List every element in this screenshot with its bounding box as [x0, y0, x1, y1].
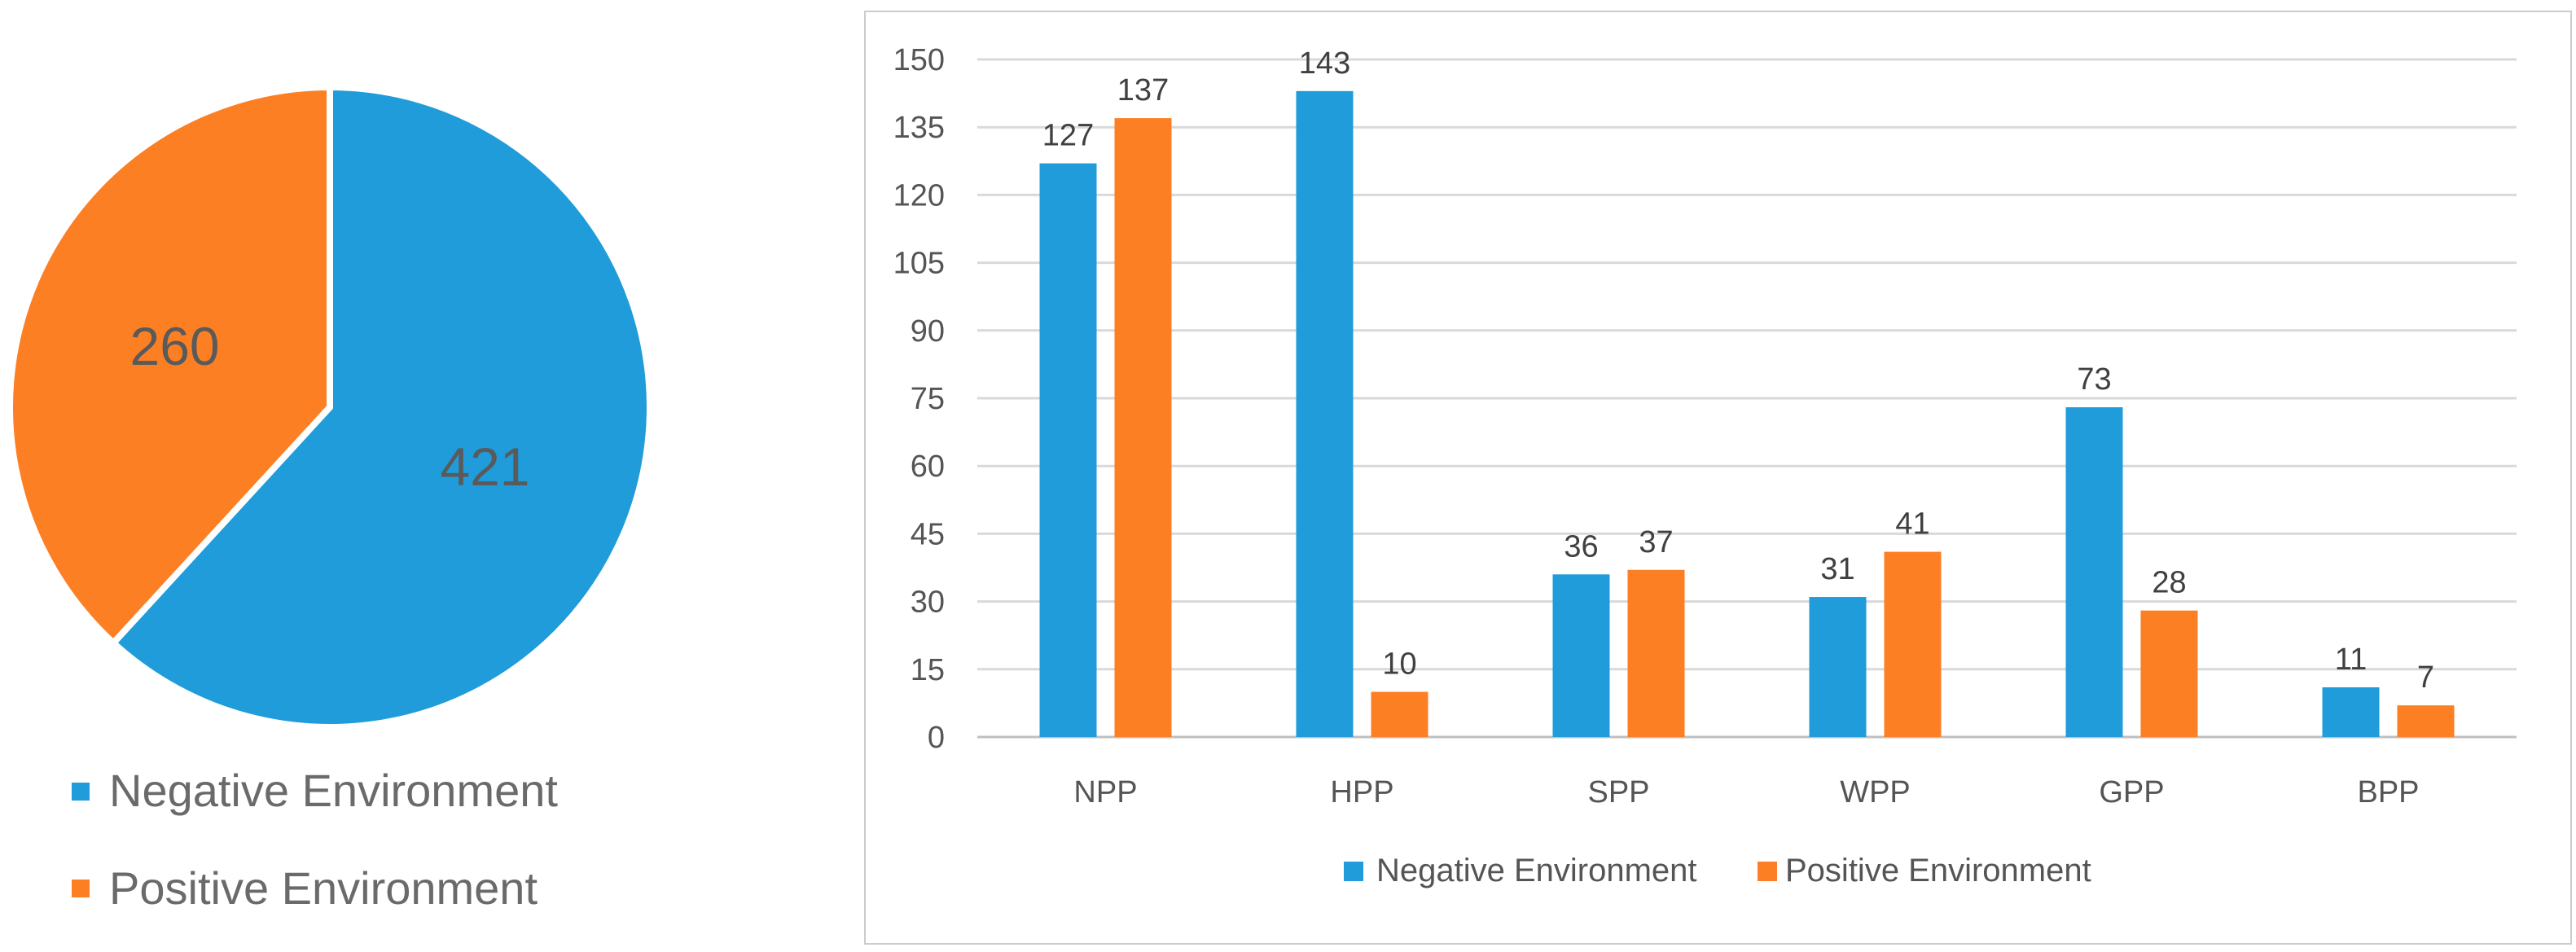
pie-chart: 421 260 Negative Environment Positive Env…: [7, 83, 653, 914]
bar-npp-negative: [1039, 163, 1097, 737]
bar-bpp-negative: [2322, 687, 2380, 737]
bar-chart-frame: [864, 11, 2572, 945]
data-label-npp-negative: 127: [1042, 119, 1094, 153]
pie-legend-swatch-negative: [72, 783, 90, 801]
gridlines: [977, 58, 2517, 671]
bar-legend-swatch-positive: [1758, 862, 1777, 881]
y-tick-label: 45: [911, 517, 945, 551]
data-label-bpp-positive: 7: [2417, 660, 2434, 695]
data-label-wpp-negative: 31: [1820, 552, 1854, 586]
x-tick-label-spp: SPP: [1587, 775, 1649, 809]
bar-wpp-negative: [1809, 597, 1867, 737]
data-label-spp-negative: 36: [1564, 529, 1598, 564]
pie-data-labels: 421 260: [130, 316, 530, 497]
data-label-npp-positive: 137: [1117, 73, 1169, 107]
y-tick-label: 15: [911, 653, 945, 687]
bar-gpp-negative: [2065, 407, 2123, 737]
pie-legend: Negative Environment Positive Environmen…: [72, 765, 558, 914]
x-tick-label-gpp: GPP: [2099, 775, 2164, 809]
y-tick-label: 150: [893, 43, 945, 77]
pie-slice-label-positive: 260: [130, 316, 220, 376]
bar-bpp-positive: [2397, 705, 2455, 737]
pie-legend-label-negative: Negative Environment: [109, 765, 558, 816]
x-tick-label-bpp: BPP: [2357, 775, 2419, 809]
pie-slice-positive: [7, 83, 333, 648]
pie-legend-label-positive: Positive Environment: [109, 862, 538, 914]
bar-data-labels: 127 137 143 10 36 37 31 41 73 28 11 7: [1042, 46, 2434, 695]
data-label-hpp-positive: 10: [1382, 647, 1416, 682]
x-tick-label-npp: NPP: [1073, 775, 1137, 809]
y-tick-label: 90: [911, 314, 945, 349]
x-axis-category-labels: NPP HPP SPP WPP GPP BPP: [1073, 775, 2419, 809]
bar-chart: 0 15 30 45 60 75 90 105 120 135 150 127 137 143 10 36 3…: [864, 11, 2572, 945]
x-tick-label-hpp: HPP: [1330, 775, 1393, 809]
data-label-hpp-negative: 143: [1299, 46, 1350, 81]
y-tick-label: 135: [893, 111, 945, 145]
y-tick-label: 120: [893, 178, 945, 213]
data-label-wpp-positive: 41: [1895, 507, 1929, 542]
bar-spp-negative: [1552, 574, 1610, 737]
y-tick-label: 30: [911, 586, 945, 620]
bar-spp-positive: [1627, 569, 1685, 737]
data-label-gpp-negative: 73: [2077, 362, 2111, 397]
pie-slices: [7, 83, 653, 730]
y-axis-tick-labels: 0 15 30 45 60 75 90 105 120 135 150: [893, 43, 945, 755]
pie-legend-swatch-positive: [72, 880, 90, 897]
bar-wpp-positive: [1884, 551, 1942, 737]
pie-slice-label-negative: 421: [440, 437, 529, 497]
data-label-spp-positive: 37: [1639, 525, 1673, 559]
x-tick-label-wpp: WPP: [1840, 775, 1911, 809]
bar-hpp-positive: [1371, 691, 1428, 737]
bar-legend: Negative Environment Positive Environmen…: [1344, 853, 2091, 888]
bar-gpp-positive: [2140, 610, 2198, 737]
bar-hpp-negative: [1296, 90, 1354, 738]
data-label-bpp-negative: 11: [2335, 643, 2367, 677]
bar-npp-positive: [1114, 118, 1172, 737]
y-tick-label: 75: [911, 382, 945, 416]
bar-legend-label-positive: Positive Environment: [1785, 853, 2091, 888]
data-label-gpp-positive: 28: [2152, 566, 2186, 600]
y-tick-label: 60: [911, 450, 945, 484]
y-tick-label: 0: [928, 721, 945, 755]
pie-slice-negative: [108, 83, 653, 730]
bar-legend-label-negative: Negative Environment: [1376, 853, 1697, 888]
bars: [1039, 90, 2455, 738]
y-tick-label: 105: [893, 247, 945, 281]
bar-legend-swatch-negative: [1344, 862, 1363, 881]
